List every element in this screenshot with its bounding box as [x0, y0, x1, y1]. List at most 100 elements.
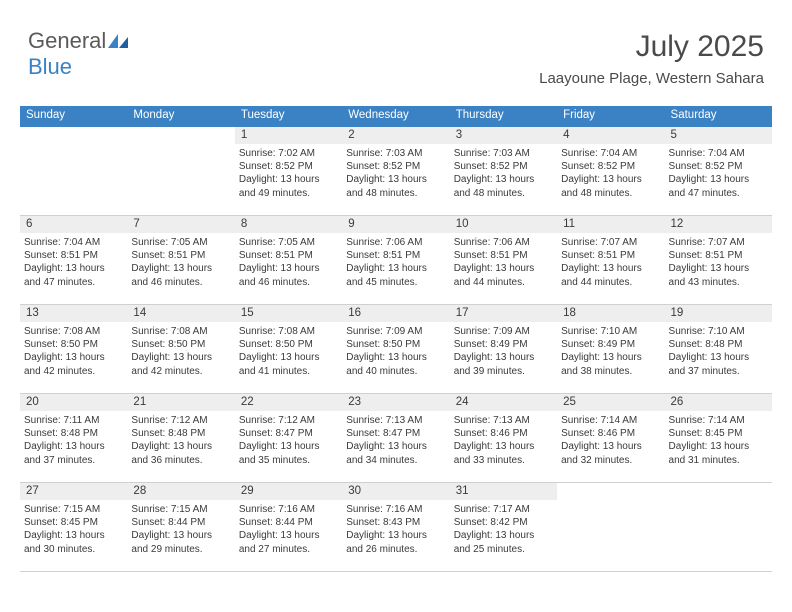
day-line: Daylight: 13 hours: [561, 173, 660, 186]
day-cell: 17 Sunrise: 7:09 AMSunset: 8:49 PMDayligh…: [450, 305, 557, 393]
day-body: Sunrise: 7:14 AMSunset: 8:45 PMDaylight:…: [665, 411, 772, 471]
day-line: Sunrise: 7:02 AM: [239, 147, 338, 160]
day-line: and 48 minutes.: [346, 187, 445, 200]
day-body: Sunrise: 7:10 AMSunset: 8:49 PMDaylight:…: [557, 322, 664, 382]
day-line: and 33 minutes.: [454, 454, 553, 467]
week-row: 20Sunrise: 7:11 AMSunset: 8:48 PMDayligh…: [20, 394, 772, 483]
day-line: and 41 minutes.: [239, 365, 338, 378]
day-line: Sunset: 8:48 PM: [24, 427, 123, 440]
day-line: and 49 minutes.: [239, 187, 338, 200]
day-body: Sunrise: 7:05 AMSunset: 8:51 PMDaylight:…: [127, 233, 234, 293]
day-cell: [127, 127, 234, 215]
day-number: 27: [20, 483, 127, 500]
day-line: and 37 minutes.: [24, 454, 123, 467]
day-header: Thursday: [450, 106, 557, 127]
day-line: Sunset: 8:50 PM: [239, 338, 338, 351]
day-cell: 20Sunrise: 7:11 AMSunset: 8:48 PMDayligh…: [20, 394, 127, 482]
day-line: Sunrise: 7:16 AM: [239, 503, 338, 516]
day-number: 19: [665, 305, 772, 322]
day-line: Sunrise: 7:04 AM: [24, 236, 123, 249]
day-line: Sunset: 8:48 PM: [131, 427, 230, 440]
day-number: [557, 483, 664, 500]
day-line: Sunrise: 7:09 AM: [454, 325, 553, 338]
day-line: Sunset: 8:49 PM: [454, 338, 553, 351]
day-number: [665, 483, 772, 500]
day-header: Monday: [127, 106, 234, 127]
day-line: Sunset: 8:48 PM: [669, 338, 768, 351]
day-cell: 7Sunrise: 7:05 AMSunset: 8:51 PMDaylight…: [127, 216, 234, 304]
day-body: Sunrise: 7:08 AMSunset: 8:50 PMDaylight:…: [127, 322, 234, 382]
day-header-row: SundayMondayTuesdayWednesdayThursdayFrid…: [20, 106, 772, 127]
day-line: Daylight: 13 hours: [131, 351, 230, 364]
day-line: Sunrise: 7:04 AM: [561, 147, 660, 160]
day-line: Daylight: 13 hours: [454, 262, 553, 275]
day-body: Sunrise: 7:04 AMSunset: 8:52 PMDaylight:…: [665, 144, 772, 204]
day-line: Daylight: 13 hours: [561, 262, 660, 275]
logo-word-1: General: [28, 28, 106, 53]
day-number: 28: [127, 483, 234, 500]
logo-sail-icon: [108, 35, 130, 52]
day-body: Sunrise: 7:10 AMSunset: 8:48 PMDaylight:…: [665, 322, 772, 382]
day-line: and 43 minutes.: [669, 276, 768, 289]
day-line: Daylight: 13 hours: [669, 262, 768, 275]
day-line: Sunrise: 7:12 AM: [239, 414, 338, 427]
day-body: Sunrise: 7:06 AMSunset: 8:51 PMDaylight:…: [342, 233, 449, 293]
day-number: 17: [450, 305, 557, 322]
logo-word-2: Blue: [28, 54, 72, 79]
day-line: Sunrise: 7:10 AM: [669, 325, 768, 338]
day-line: and 46 minutes.: [131, 276, 230, 289]
day-line: Daylight: 13 hours: [346, 351, 445, 364]
day-line: Daylight: 13 hours: [239, 351, 338, 364]
day-line: Sunset: 8:51 PM: [346, 249, 445, 262]
day-line: Daylight: 13 hours: [454, 351, 553, 364]
day-header: Tuesday: [235, 106, 342, 127]
day-cell: 1Sunrise: 7:02 AMSunset: 8:52 PMDaylight…: [235, 127, 342, 215]
day-cell: 28Sunrise: 7:15 AMSunset: 8:44 PMDayligh…: [127, 483, 234, 571]
day-line: Sunrise: 7:08 AM: [24, 325, 123, 338]
day-cell: 24Sunrise: 7:13 AMSunset: 8:46 PMDayligh…: [450, 394, 557, 482]
day-line: Sunset: 8:46 PM: [454, 427, 553, 440]
day-line: Sunrise: 7:16 AM: [346, 503, 445, 516]
day-cell: [665, 483, 772, 571]
day-line: Sunset: 8:52 PM: [239, 160, 338, 173]
day-body: Sunrise: 7:11 AMSunset: 8:48 PMDaylight:…: [20, 411, 127, 471]
day-line: Sunset: 8:45 PM: [24, 516, 123, 529]
day-header: Wednesday: [342, 106, 449, 127]
day-cell: 19Sunrise: 7:10 AMSunset: 8:48 PMDayligh…: [665, 305, 772, 393]
day-number: 20: [20, 394, 127, 411]
day-line: Daylight: 13 hours: [346, 173, 445, 186]
day-cell: 11Sunrise: 7:07 AMSunset: 8:51 PMDayligh…: [557, 216, 664, 304]
day-line: and 44 minutes.: [454, 276, 553, 289]
day-number: 9: [342, 216, 449, 233]
day-line: and 37 minutes.: [669, 365, 768, 378]
day-line: Sunrise: 7:14 AM: [669, 414, 768, 427]
day-line: Daylight: 13 hours: [131, 262, 230, 275]
day-body: Sunrise: 7:07 AMSunset: 8:51 PMDaylight:…: [665, 233, 772, 293]
day-line: Sunrise: 7:08 AM: [131, 325, 230, 338]
day-cell: 3Sunrise: 7:03 AMSunset: 8:52 PMDaylight…: [450, 127, 557, 215]
day-body: Sunrise: 7:16 AMSunset: 8:44 PMDaylight:…: [235, 500, 342, 560]
day-body: Sunrise: 7:16 AMSunset: 8:43 PMDaylight:…: [342, 500, 449, 560]
day-number: 29: [235, 483, 342, 500]
day-line: and 30 minutes.: [24, 543, 123, 556]
day-header: Saturday: [665, 106, 772, 127]
day-line: Sunset: 8:49 PM: [561, 338, 660, 351]
day-number: 4: [557, 127, 664, 144]
day-line: Sunrise: 7:07 AM: [561, 236, 660, 249]
day-cell: 14Sunrise: 7:08 AMSunset: 8:50 PMDayligh…: [127, 305, 234, 393]
day-number: 23: [342, 394, 449, 411]
day-line: Daylight: 13 hours: [454, 529, 553, 542]
day-number: 2: [342, 127, 449, 144]
day-cell: 15Sunrise: 7:08 AMSunset: 8:50 PMDayligh…: [235, 305, 342, 393]
day-line: Sunset: 8:44 PM: [239, 516, 338, 529]
day-body: Sunrise: 7:14 AMSunset: 8:46 PMDaylight:…: [557, 411, 664, 471]
day-line: Sunset: 8:50 PM: [131, 338, 230, 351]
day-cell: 5Sunrise: 7:04 AMSunset: 8:52 PMDaylight…: [665, 127, 772, 215]
day-line: Sunset: 8:51 PM: [561, 249, 660, 262]
day-line: Daylight: 13 hours: [669, 351, 768, 364]
day-line: Sunrise: 7:12 AM: [131, 414, 230, 427]
day-line: Sunset: 8:52 PM: [346, 160, 445, 173]
day-cell: 2Sunrise: 7:03 AMSunset: 8:52 PMDaylight…: [342, 127, 449, 215]
day-cell: 16Sunrise: 7:09 AMSunset: 8:50 PMDayligh…: [342, 305, 449, 393]
day-line: Sunset: 8:45 PM: [669, 427, 768, 440]
